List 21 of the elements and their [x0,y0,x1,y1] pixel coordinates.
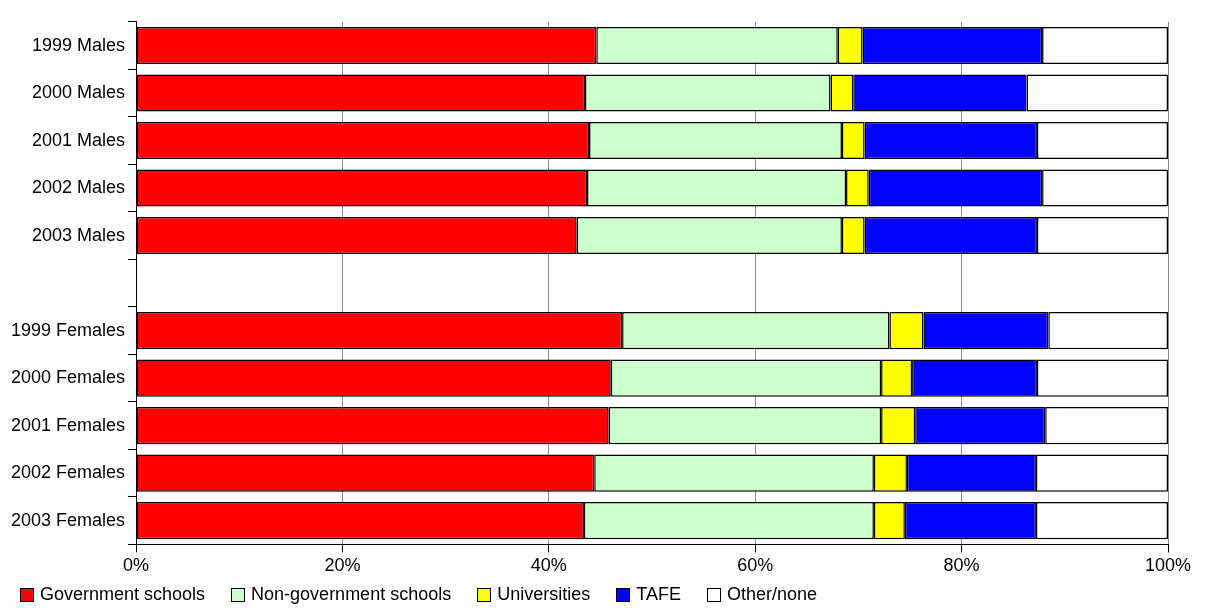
y-tick-label: 2001 Females [10,414,126,435]
x-tick-label: 100% [1144,555,1192,576]
x-tick-label: 20% [324,555,361,576]
legend-label: Non-government schools [251,584,452,605]
legend-label: Universities [497,584,591,605]
y-tick-label: 1999 Females [10,319,126,340]
y-tick-label: 1999 Males [32,34,126,55]
y-tick-label: 2002 Males [32,177,126,198]
y-tick-label: 2000 Females [10,367,126,388]
y-tick-label: 2003 Males [32,224,126,245]
x-tick-label: 0% [123,555,150,576]
y-tick-label: 2002 Females [10,462,126,483]
x-tick-label: 60% [737,555,774,576]
y-tick-label: 2000 Males [32,82,126,103]
text: Government schools [40,584,206,605]
x-tick-label: 40% [530,555,567,576]
y-tick-label: 2003 Females [10,509,126,530]
y-tick-label: 2001 Males [32,129,126,150]
x-tick-label: 80% [943,555,980,576]
legend-label: TAFE [636,584,681,605]
legend-label: Other/none [726,584,817,605]
